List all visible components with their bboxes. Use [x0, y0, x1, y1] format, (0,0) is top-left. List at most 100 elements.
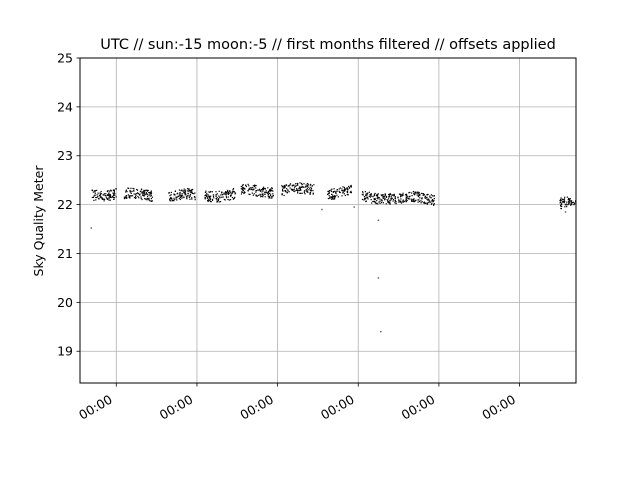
data-point [150, 191, 152, 193]
data-point [389, 201, 391, 204]
data-point [303, 190, 306, 192]
data-point [265, 191, 267, 194]
data-point [253, 186, 256, 188]
data-point [330, 190, 333, 192]
data-point [171, 198, 173, 200]
data-point [308, 186, 310, 188]
data-point [215, 191, 217, 193]
data-point [142, 192, 144, 194]
data-point [176, 196, 178, 198]
data-point [93, 199, 95, 202]
data-point [420, 200, 422, 202]
data-point [146, 198, 148, 200]
data-point [243, 191, 246, 193]
data-point [226, 192, 228, 194]
data-point [141, 191, 143, 193]
data-point [412, 200, 414, 202]
data-point [415, 191, 417, 193]
data-point [99, 196, 101, 198]
data-point [224, 192, 227, 194]
data-point [374, 198, 376, 200]
data-point [367, 192, 369, 194]
data-point [384, 198, 386, 200]
data-point [133, 193, 135, 195]
data-point [327, 193, 329, 196]
data-point [287, 185, 289, 187]
data-point [423, 194, 425, 196]
data-point [283, 185, 285, 188]
data-point [208, 198, 210, 200]
data-point [227, 196, 229, 198]
data-point [267, 193, 270, 195]
data-point [225, 194, 227, 196]
data-point [312, 193, 314, 195]
y-tick-label: 20 [57, 295, 73, 310]
data-point [211, 198, 214, 201]
data-point [291, 185, 293, 187]
data-point [418, 200, 421, 203]
data-point [263, 187, 265, 189]
data-point [347, 188, 349, 190]
data-point [423, 202, 426, 204]
data-point [215, 198, 217, 200]
data-point [231, 196, 234, 199]
data-point [272, 193, 274, 195]
data-point [569, 197, 571, 200]
data-point [112, 196, 115, 198]
data-point [385, 195, 388, 198]
data-point [143, 189, 145, 192]
data-point [417, 201, 419, 203]
data-point [402, 201, 404, 203]
data-point [125, 195, 128, 197]
data-point [363, 195, 366, 198]
data-point [143, 193, 146, 195]
data-point [327, 197, 330, 200]
data-point [571, 202, 573, 204]
data-point [281, 193, 283, 195]
data-point [376, 200, 378, 202]
data-point [296, 183, 298, 185]
data-point [185, 194, 187, 196]
data-point [366, 195, 368, 197]
data-point [255, 191, 257, 193]
data-point [413, 199, 415, 202]
data-point [267, 195, 269, 197]
data-point [423, 201, 426, 203]
data-point [187, 188, 190, 190]
data-point [213, 197, 215, 199]
data-point [113, 194, 115, 196]
data-point [181, 193, 183, 195]
data-point [179, 198, 182, 201]
data-point [233, 191, 235, 193]
data-point [433, 197, 435, 200]
data-point [259, 193, 261, 195]
data-point [208, 191, 210, 193]
data-point [373, 200, 375, 203]
data-point [376, 197, 378, 199]
data-point [94, 190, 97, 192]
data-point [102, 198, 104, 201]
data-point [101, 198, 103, 200]
data-point [113, 196, 115, 199]
data-point [300, 182, 303, 185]
data-point [178, 189, 181, 191]
data-point [381, 202, 383, 204]
data-point [245, 184, 247, 186]
data-point [256, 195, 258, 197]
data-point [381, 199, 383, 201]
data-point [169, 200, 172, 202]
data-point [115, 188, 117, 190]
data-point [293, 188, 295, 190]
data-point [288, 191, 290, 193]
data-point [249, 188, 251, 191]
data-point [287, 190, 289, 192]
data-point [409, 195, 411, 197]
data-point [183, 192, 185, 194]
data-point [194, 192, 196, 194]
data-point [223, 198, 225, 201]
data-point [134, 193, 137, 195]
data-point [173, 198, 175, 201]
data-point [212, 194, 215, 196]
data-point [253, 185, 256, 187]
data-point [215, 195, 217, 197]
